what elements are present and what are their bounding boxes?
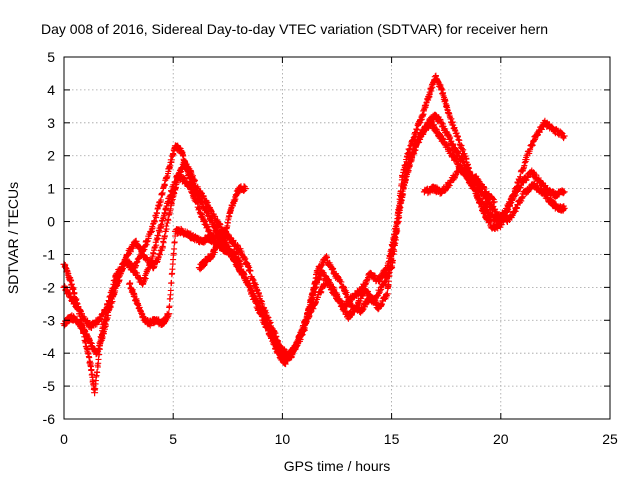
data-series <box>60 72 568 397</box>
series-track-1 <box>60 72 568 397</box>
y-axis-label: SDTVAR / TECUs <box>5 182 21 294</box>
series-trail-markers <box>61 72 567 393</box>
y-tick-label: -4 <box>43 345 56 361</box>
y-tick-label: -1 <box>43 246 56 262</box>
x-tick-label: 15 <box>384 431 400 447</box>
y-tick-label: 5 <box>47 49 55 65</box>
series-track-4 <box>126 225 245 329</box>
series-trail-markers <box>196 183 248 273</box>
y-tick-label: -2 <box>43 279 56 295</box>
series-track-5 <box>195 183 249 273</box>
y-tick-label: 1 <box>47 181 55 197</box>
x-tick-label: 0 <box>60 431 68 447</box>
grid-lines <box>64 57 610 419</box>
chart-title: Day 008 of 2016, Sidereal Day-to-day VTE… <box>41 21 548 37</box>
series-trail-markers <box>61 111 567 361</box>
axis-ticks: 0 5 10 15 20 25 -6 -5 -4 -3 -2 -1 0 1 2 3 4 5 <box>43 49 618 447</box>
y-tick-label: -6 <box>43 411 56 427</box>
series-track-2 <box>60 117 568 362</box>
data-point-markers <box>60 73 568 397</box>
y-tick-label: 4 <box>47 82 55 98</box>
x-tick-label: 10 <box>275 431 291 447</box>
y-tick-label: 3 <box>47 115 55 131</box>
data-point-markers <box>60 112 568 360</box>
x-tick-label: 25 <box>602 431 618 447</box>
y-tick-label: 0 <box>47 214 55 230</box>
series-trail-markers <box>61 117 567 362</box>
series-track-6 <box>420 164 498 206</box>
x-tick-label: 20 <box>493 431 509 447</box>
y-tick-label: 2 <box>47 148 55 164</box>
plot-frame <box>63 56 611 420</box>
y-tick-label: -3 <box>43 312 56 328</box>
series-trail-markers <box>421 164 497 206</box>
y-tick-label: -5 <box>43 378 56 394</box>
series-track-3 <box>60 111 568 361</box>
x-tick-label: 5 <box>169 431 177 447</box>
x-axis-label: GPS time / hours <box>284 458 391 474</box>
